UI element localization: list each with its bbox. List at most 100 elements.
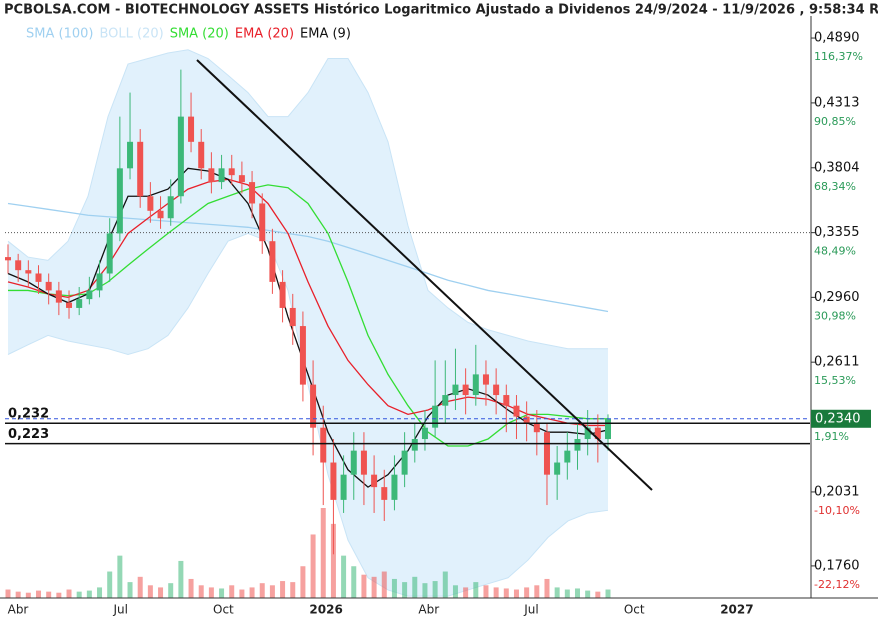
indicator-line: [7, 202, 609, 313]
volume-bar: [564, 589, 570, 598]
candle-body: [371, 474, 378, 488]
bollinger-lower: [7, 232, 609, 597]
candle-body: [401, 450, 408, 475]
candle-body: [259, 203, 266, 242]
candle-body: [605, 418, 611, 440]
candle-body: [198, 141, 205, 169]
candle-body: [25, 270, 32, 274]
candle-body: [411, 439, 418, 451]
volume-bar: [534, 585, 540, 598]
volume-bar: [493, 587, 499, 598]
volume-bar: [442, 571, 448, 598]
volume-bar: [46, 591, 52, 598]
candle-body: [249, 182, 256, 204]
y-tick-change: 15,53%: [814, 374, 856, 387]
volume-bar: [605, 589, 611, 598]
candle-body: [350, 450, 357, 475]
current-price-change: 1,91%: [814, 430, 849, 443]
y-tick-label: 0,2611: [814, 355, 860, 370]
candle-body: [228, 168, 235, 176]
volume-bar: [5, 589, 11, 598]
candle-body: [127, 141, 134, 169]
legend-entry: EMA (20): [235, 27, 294, 42]
candle-body: [157, 210, 164, 219]
candle-body: [360, 450, 367, 475]
x-tick-label: Abr: [418, 603, 439, 617]
volume-bar: [422, 583, 428, 598]
y-tick-label: 0,3804: [814, 160, 860, 175]
volume-bar: [107, 571, 113, 598]
x-tick-label: Jul: [523, 603, 538, 617]
y-tick-label: 0,4890: [814, 31, 860, 46]
y-tick-label: 0,2960: [814, 290, 860, 305]
candle-body: [167, 196, 174, 219]
x-tick-label: 2026: [309, 603, 342, 617]
level-label: 0,223: [8, 427, 49, 442]
y-tick-label: 0,4313: [814, 95, 860, 110]
candle-body: [86, 290, 93, 300]
candle-body: [554, 462, 561, 475]
candle-body: [564, 450, 571, 463]
candle-body: [289, 307, 296, 327]
volume-bar: [56, 592, 62, 598]
candle-body: [391, 474, 398, 500]
candle-body: [238, 175, 245, 183]
x-tick-label: Abr: [8, 603, 29, 617]
volume-bar: [127, 582, 133, 598]
volume-bar: [483, 585, 489, 598]
candle-body: [106, 233, 113, 274]
bollinger-band: [8, 49, 608, 597]
volume-bar: [36, 590, 42, 598]
volume-bar: [544, 578, 550, 598]
candle-body: [15, 260, 22, 271]
candle-body: [96, 273, 103, 291]
volume-bar: [158, 587, 164, 598]
volume-bar: [595, 591, 601, 598]
volume-bar: [391, 578, 397, 598]
candle-body: [340, 474, 347, 500]
candle-body: [310, 384, 317, 428]
candle-body: [513, 405, 520, 417]
title-bg: [0, 0, 878, 16]
legend: SMA (100) BOLL (20) SMA (20) EMA (20) EMA (9…: [26, 27, 351, 42]
candle-body: [482, 374, 489, 385]
candle-body: [55, 290, 62, 303]
candle-body: [208, 168, 215, 183]
candle-body: [299, 326, 306, 385]
candle-body: [177, 116, 184, 197]
candle-body: [594, 427, 601, 440]
trend-line: [196, 59, 653, 491]
chart-title: PCBOLSA.COM - BIOTECHNOLOGY ASSETS Histó…: [4, 3, 878, 18]
y-tick-change: 116,37%: [814, 50, 863, 63]
volume-bar: [585, 590, 591, 598]
volume-bar: [473, 582, 479, 598]
volume-bar: [412, 576, 418, 598]
legend-entry: EMA (9): [300, 27, 351, 42]
volume-bar: [229, 585, 235, 598]
volume-bar: [259, 583, 265, 598]
y-tick-change: 48,49%: [814, 245, 856, 258]
volume-bar: [463, 587, 469, 598]
volume-bar: [178, 560, 184, 598]
y-tick-label: 0,1760: [814, 558, 860, 573]
volume-bar: [137, 576, 143, 598]
volume-bar: [208, 587, 214, 598]
level-label: 0,232: [8, 407, 49, 422]
y-tick-label: 0,3355: [814, 225, 860, 240]
candle-body: [533, 423, 540, 433]
volume-bar: [15, 591, 21, 598]
x-tick-label: 2027: [720, 603, 753, 617]
candle-body: [147, 196, 154, 211]
y-tick-change: -22,12%: [814, 578, 860, 591]
volume-bar: [432, 581, 438, 598]
x-tick-label: Oct: [213, 603, 234, 617]
candle-body: [432, 405, 439, 428]
volume-bar: [76, 591, 82, 598]
volume-bar: [320, 508, 326, 598]
candle-body: [279, 281, 286, 308]
candle-body: [76, 299, 83, 308]
y-tick-change: 68,34%: [814, 180, 856, 193]
volume-bar: [86, 590, 92, 598]
volume-bar: [503, 588, 509, 598]
